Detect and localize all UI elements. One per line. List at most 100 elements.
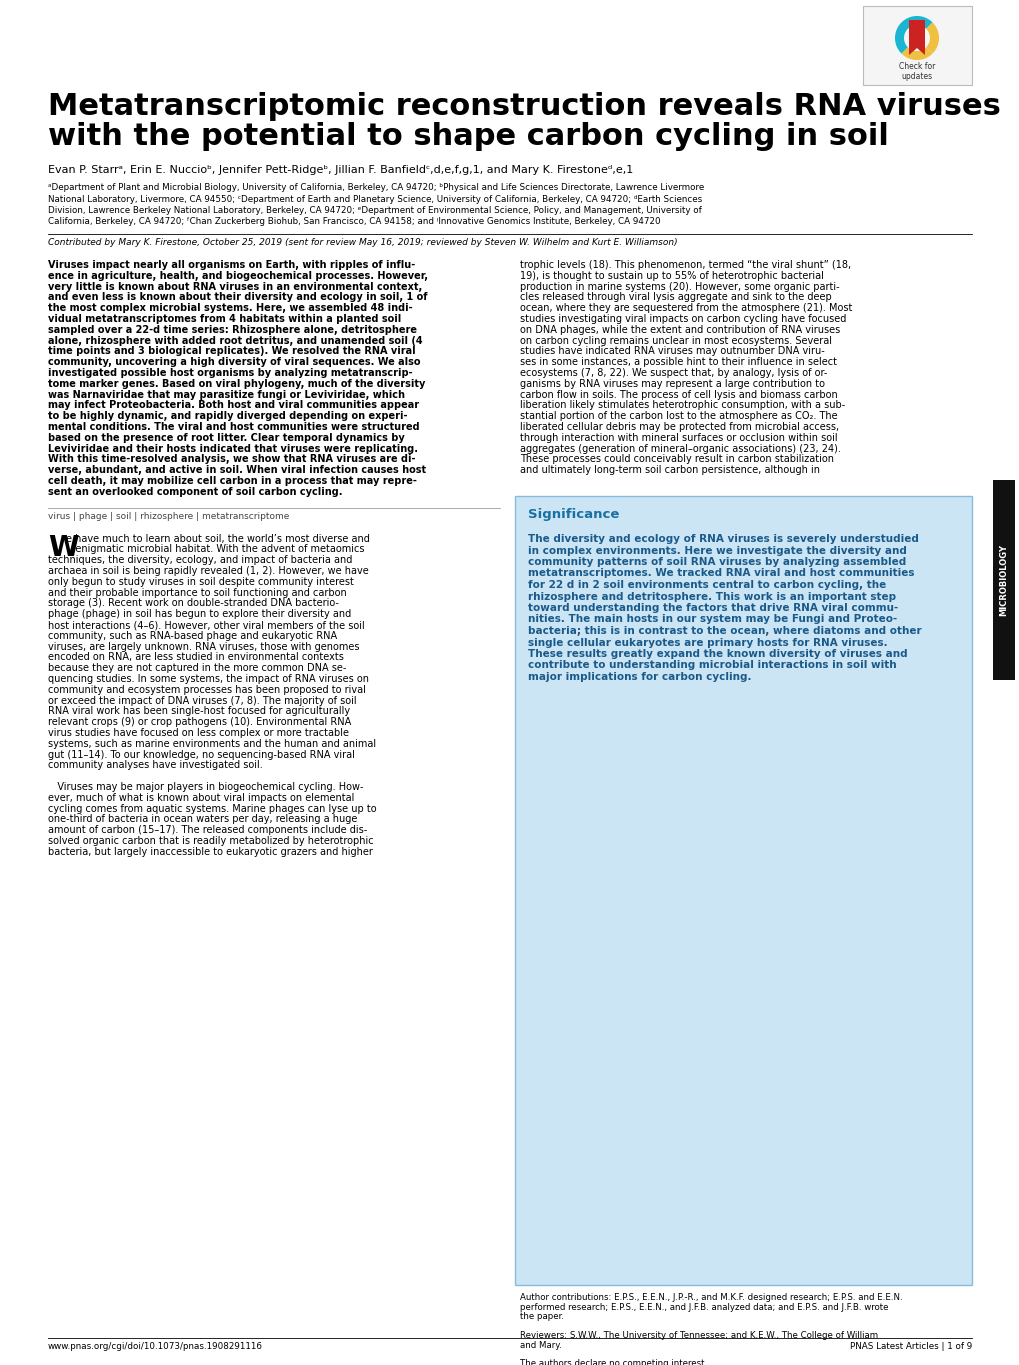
Text: These results greatly expand the known diversity of viruses and: These results greatly expand the known d…	[528, 648, 907, 659]
Text: carbon flow in soils. The process of cell lysis and biomass carbon: carbon flow in soils. The process of cel…	[520, 389, 837, 400]
Text: ever, much of what is known about viral impacts on elemental: ever, much of what is known about viral …	[48, 793, 354, 803]
Text: phage (phage) in soil has begun to explore their diversity and: phage (phage) in soil has begun to explo…	[48, 609, 351, 620]
Text: encoded on RNA, are less studied in environmental contexts: encoded on RNA, are less studied in envi…	[48, 652, 343, 662]
Text: Check for
updates: Check for updates	[898, 61, 934, 82]
Polygon shape	[925, 22, 938, 53]
Text: contribute to understanding microbial interactions in soil with: contribute to understanding microbial in…	[528, 661, 896, 670]
Text: very little is known about RNA viruses in an environmental context,: very little is known about RNA viruses i…	[48, 281, 422, 292]
Text: through interaction with mineral surfaces or occlusion within soil: through interaction with mineral surface…	[520, 433, 837, 442]
Text: Division, Lawrence Berkeley National Laboratory, Berkeley, CA 94720; ᵉDepartment: Division, Lawrence Berkeley National Lab…	[48, 206, 701, 216]
Text: Viruses impact nearly all organisms on Earth, with ripples of influ-: Viruses impact nearly all organisms on E…	[48, 259, 415, 270]
Text: www.pnas.org/cgi/doi/10.1073/pnas.1908291116: www.pnas.org/cgi/doi/10.1073/pnas.190829…	[48, 1342, 263, 1351]
Text: Evan P. Starrᵃ, Erin E. Nuccioᵇ, Jennifer Pett-Ridgeᵇ, Jillian F. Banfieldᶜ,d,e,: Evan P. Starrᵃ, Erin E. Nuccioᵇ, Jennife…	[48, 165, 633, 175]
Text: one-third of bacteria in ocean waters per day, releasing a huge: one-third of bacteria in ocean waters pe…	[48, 815, 357, 824]
Text: Reviewers: S.W.W., The University of Tennessee; and K.E.W., The College of Willi: Reviewers: S.W.W., The University of Ten…	[520, 1331, 877, 1340]
Text: bacteria; this is in contrast to the ocean, where diatoms and other: bacteria; this is in contrast to the oce…	[528, 627, 921, 636]
Text: With this time-resolved analysis, we show that RNA viruses are di-: With this time-resolved analysis, we sho…	[48, 455, 415, 464]
Text: liberation likely stimulates heterotrophic consumption, with a sub-: liberation likely stimulates heterotroph…	[520, 400, 845, 411]
Text: performed research; E.P.S., E.E.N., and J.F.B. analyzed data; and E.P.S. and J.F: performed research; E.P.S., E.E.N., and …	[520, 1302, 888, 1312]
Text: and ultimately long-term soil carbon persistence, although in: and ultimately long-term soil carbon per…	[520, 465, 819, 475]
Text: and Mary.: and Mary.	[520, 1340, 561, 1350]
Text: on DNA phages, while the extent and contribution of RNA viruses: on DNA phages, while the extent and cont…	[520, 325, 840, 334]
Text: or exceed the impact of DNA viruses (7, 8). The majority of soil: or exceed the impact of DNA viruses (7, …	[48, 696, 357, 706]
Text: ganisms by RNA viruses may represent a large contribution to: ganisms by RNA viruses may represent a l…	[520, 379, 824, 389]
Text: vidual metatranscriptomes from 4 habitats within a planted soil: vidual metatranscriptomes from 4 habitat…	[48, 314, 400, 324]
Text: host interactions (4–6). However, other viral members of the soil: host interactions (4–6). However, other …	[48, 620, 365, 631]
Text: bacteria, but largely inaccessible to eukaryotic grazers and higher: bacteria, but largely inaccessible to eu…	[48, 846, 373, 857]
Text: California, Berkeley, CA 94720; ᶠChan Zuckerberg Biohub, San Francisco, CA 94158: California, Berkeley, CA 94720; ᶠChan Zu…	[48, 217, 660, 227]
Text: community, uncovering a high diversity of viral sequences. We also: community, uncovering a high diversity o…	[48, 358, 420, 367]
Text: cell death, it may mobilize cell carbon in a process that may repre-: cell death, it may mobilize cell carbon …	[48, 476, 417, 486]
Text: in complex environments. Here we investigate the diversity and: in complex environments. Here we investi…	[528, 546, 906, 556]
Text: PNAS Latest Articles | 1 of 9: PNAS Latest Articles | 1 of 9	[849, 1342, 971, 1351]
Text: MICROBIOLOGY: MICROBIOLOGY	[999, 545, 1008, 616]
Text: community patterns of soil RNA viruses by analyzing assembled: community patterns of soil RNA viruses b…	[528, 557, 905, 566]
Text: was ⁠Narnaviridae⁠ that may parasitize fungi or ⁠Leviviridae⁠, which: was ⁠Narnaviridae⁠ that may parasitize f…	[48, 389, 405, 400]
Text: W: W	[48, 534, 78, 561]
Text: storage (3). Recent work on double-stranded DNA bacterio-: storage (3). Recent work on double-stran…	[48, 598, 338, 609]
Text: cles released through viral lysis aggregate and sink to the deep: cles released through viral lysis aggreg…	[520, 292, 830, 303]
Text: cycling comes from aquatic systems. Marine phages can lyse up to: cycling comes from aquatic systems. Mari…	[48, 804, 376, 814]
Text: mental conditions. The viral and host communities were structured: mental conditions. The viral and host co…	[48, 422, 419, 431]
Text: relevant crops (9) or crop pathogens (10). Environmental RNA: relevant crops (9) or crop pathogens (10…	[48, 717, 351, 728]
Text: alone, rhizosphere with added root detritus, and unamended soil (4: alone, rhizosphere with added root detri…	[48, 336, 422, 345]
Text: Significance: Significance	[528, 508, 619, 521]
FancyBboxPatch shape	[993, 480, 1014, 680]
Text: and even less is known about their diversity and ecology in soil, 1 of: and even less is known about their diver…	[48, 292, 427, 303]
Text: may infect Proteobacteria. Both host and viral communities appear: may infect Proteobacteria. Both host and…	[48, 400, 419, 411]
Text: Viruses may be major players in biogeochemical cycling. How-: Viruses may be major players in biogeoch…	[48, 782, 363, 792]
Text: community, such as RNA-based phage and eukaryotic RNA: community, such as RNA-based phage and e…	[48, 631, 337, 640]
Text: time points and 3 biological replicates). We resolved the RNA viral: time points and 3 biological replicates)…	[48, 347, 415, 356]
Text: community and ecosystem processes has been proposed to rival: community and ecosystem processes has be…	[48, 685, 366, 695]
Text: ses in some instances, a possible hint to their influence in select: ses in some instances, a possible hint t…	[520, 358, 837, 367]
Text: major implications for carbon cycling.: major implications for carbon cycling.	[528, 672, 751, 682]
Text: because they are not captured in the more common DNA se-: because they are not captured in the mor…	[48, 663, 346, 673]
Text: ⁠Leviviridae⁠ and their hosts indicated that viruses were replicating.: ⁠Leviviridae⁠ and their hosts indicated …	[48, 444, 418, 453]
Text: on carbon cycling remains unclear in most ecosystems. Several: on carbon cycling remains unclear in mos…	[520, 336, 832, 345]
Text: aggregates (generation of mineral–organic associations) (23, 24).: aggregates (generation of mineral–organi…	[520, 444, 840, 453]
Text: tome marker genes. Based on viral phylogeny, much of the diversity: tome marker genes. Based on viral phylog…	[48, 379, 425, 389]
Text: 19), is thought to sustain up to 55% of heterotrophic bacterial: 19), is thought to sustain up to 55% of …	[520, 270, 823, 281]
Text: solved organic carbon that is readily metabolized by heterotrophic: solved organic carbon that is readily me…	[48, 835, 373, 846]
FancyBboxPatch shape	[862, 5, 971, 85]
Text: with the potential to shape carbon cycling in soil: with the potential to shape carbon cycli…	[48, 121, 888, 152]
Text: production in marine systems (20). However, some organic parti-: production in marine systems (20). Howev…	[520, 281, 839, 292]
Text: only begun to study viruses in soil despite community interest: only begun to study viruses in soil desp…	[48, 577, 354, 587]
Text: These processes could conceivably result in carbon stabilization: These processes could conceivably result…	[520, 455, 834, 464]
Text: community analyses have investigated soil.: community analyses have investigated soi…	[48, 760, 263, 770]
Text: RNA viral work has been single-host focused for agriculturally: RNA viral work has been single-host focu…	[48, 707, 350, 717]
Text: nities. The main hosts in our system may be Fungi and Proteo-: nities. The main hosts in our system may…	[528, 614, 897, 625]
Text: techniques, the diversity, ecology, and impact of bacteria and: techniques, the diversity, ecology, and …	[48, 556, 352, 565]
Text: The diversity and ecology of RNA viruses is severely understudied: The diversity and ecology of RNA viruses…	[528, 534, 918, 545]
Text: Contributed by Mary K. Firestone, October 25, 2019 (sent for review May 16, 2019: Contributed by Mary K. Firestone, Octobe…	[48, 238, 677, 247]
Text: metatranscriptomes. We tracked RNA viral and host communities: metatranscriptomes. We tracked RNA viral…	[528, 568, 914, 579]
Text: stantial portion of the carbon lost to the atmosphere as CO₂. The: stantial portion of the carbon lost to t…	[520, 411, 837, 422]
Text: verse, abundant, and active in soil. When viral infection causes host: verse, abundant, and active in soil. Whe…	[48, 465, 426, 475]
Text: National Laboratory, Livermore, CA 94550; ᶜDepartment of Earth and Planetary Sci: National Laboratory, Livermore, CA 94550…	[48, 194, 701, 203]
Text: single cellular eukaryotes are primary hosts for RNA viruses.: single cellular eukaryotes are primary h…	[528, 637, 887, 647]
Text: based on the presence of root litter. Clear temporal dynamics by: based on the presence of root litter. Cl…	[48, 433, 405, 442]
Text: The authors declare no competing interest.: The authors declare no competing interes…	[520, 1360, 706, 1365]
Text: virus | phage | soil | rhizosphere | metatranscriptome: virus | phage | soil | rhizosphere | met…	[48, 512, 289, 520]
Text: Metatranscriptomic reconstruction reveals RNA viruses: Metatranscriptomic reconstruction reveal…	[48, 91, 1000, 121]
Text: rhizosphere and detritosphere. This work is an important step: rhizosphere and detritosphere. This work…	[528, 591, 896, 602]
Text: the paper.: the paper.	[520, 1312, 564, 1321]
Text: ecosystems (7, 8, 22). We suspect that, by analogy, lysis of or-: ecosystems (7, 8, 22). We suspect that, …	[520, 369, 826, 378]
Text: gut (11–14). To our knowledge, no sequencing-based RNA viral: gut (11–14). To our knowledge, no sequen…	[48, 749, 355, 759]
Text: sent an overlooked component of soil carbon cycling.: sent an overlooked component of soil car…	[48, 487, 342, 497]
Polygon shape	[901, 48, 931, 60]
Text: ence in agriculture, health, and biogeochemical processes. However,: ence in agriculture, health, and biogeoc…	[48, 270, 428, 281]
Text: enigmatic microbial habitat. With the advent of metaomics: enigmatic microbial habitat. With the ad…	[66, 545, 364, 554]
Polygon shape	[894, 16, 931, 53]
Text: for 22 d in 2 soil environments central to carbon cycling, the: for 22 d in 2 soil environments central …	[528, 580, 886, 590]
Text: investigated possible host organisms by analyzing metatranscrip-: investigated possible host organisms by …	[48, 369, 413, 378]
Text: studies have indicated RNA viruses may outnumber DNA viru-: studies have indicated RNA viruses may o…	[520, 347, 824, 356]
Text: toward understanding the factors that drive RNA viral commu-: toward understanding the factors that dr…	[528, 603, 898, 613]
Text: viruses, are largely unknown. RNA viruses, those with genomes: viruses, are largely unknown. RNA viruse…	[48, 642, 359, 651]
Text: archaea in soil is being rapidly revealed (1, 2). However, we have: archaea in soil is being rapidly reveale…	[48, 566, 369, 576]
Text: studies investigating viral impacts on carbon cycling have focused: studies investigating viral impacts on c…	[520, 314, 846, 324]
Text: e have much to learn about soil, the world’s most diverse and: e have much to learn about soil, the wor…	[66, 534, 370, 543]
Text: trophic levels (18). This phenomenon, termed “the viral shunt” (18,: trophic levels (18). This phenomenon, te…	[520, 259, 850, 270]
Text: ocean, where they are sequestered from the atmosphere (21). Most: ocean, where they are sequestered from t…	[520, 303, 852, 313]
Text: to be highly dynamic, and rapidly diverged depending on experi-: to be highly dynamic, and rapidly diverg…	[48, 411, 408, 422]
